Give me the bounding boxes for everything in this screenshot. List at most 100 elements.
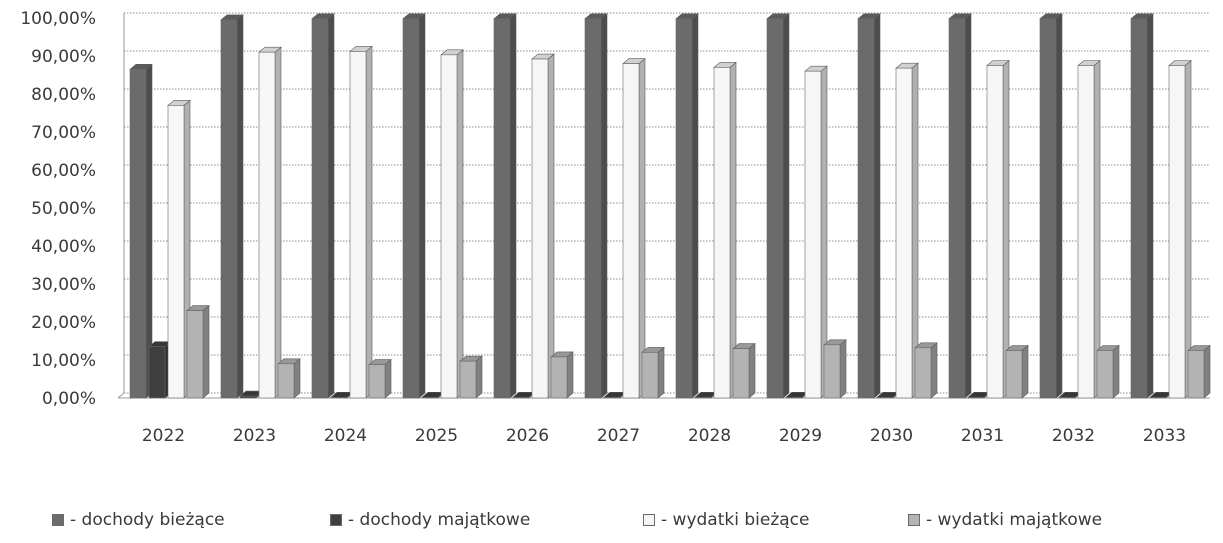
y-tick-label: 20,00% [31, 313, 96, 333]
y-tick-label: 50,00% [31, 199, 96, 219]
bar-front-face [186, 310, 204, 399]
bar-side-face [930, 342, 938, 399]
bar-side-face [202, 304, 210, 399]
y-tick-label: 80,00% [31, 85, 96, 105]
bar-front-face [895, 67, 913, 399]
bar [493, 13, 517, 399]
bar [1130, 13, 1154, 399]
bar [550, 351, 574, 399]
x-tick-label: 2023 [233, 426, 276, 446]
bar-front-face [584, 18, 602, 399]
bar [823, 339, 847, 399]
bar-front-face [1130, 18, 1148, 399]
bar-side-face [509, 13, 517, 399]
bar-side-face [1203, 344, 1211, 399]
y-tick-label: 0,00% [42, 389, 96, 409]
bar [129, 63, 153, 399]
bar-side-face [638, 57, 646, 399]
x-tick-label: 2024 [324, 426, 367, 446]
bar [220, 14, 244, 399]
bar-front-face [785, 396, 803, 399]
bar-side-face [657, 346, 665, 399]
y-tick-label: 40,00% [31, 237, 96, 257]
bar-side-face [964, 13, 972, 399]
bar [186, 304, 210, 399]
bar-front-face [804, 70, 822, 399]
legend-swatch [330, 514, 342, 526]
bar-front-face [440, 54, 458, 399]
bar [914, 342, 938, 399]
bar-side-face [1184, 59, 1192, 399]
bar-chart: 0,00% 10,00% 20,00% 30,00% 40,00% 50,00% 60,00… [20, 9, 1211, 446]
y-tick-label: 70,00% [31, 123, 96, 143]
legend-label: - dochody bieżące [70, 510, 225, 530]
bar [1096, 344, 1120, 399]
bar-side-face [475, 355, 483, 399]
bar [167, 99, 191, 399]
bar-front-face [239, 395, 257, 399]
bar-side-face [1146, 13, 1154, 399]
x-tick-label: 2027 [597, 426, 640, 446]
bar [402, 13, 426, 399]
bar-front-face [459, 360, 477, 399]
bar-front-face [675, 18, 693, 399]
bar-front-face [914, 347, 932, 399]
bar-front-face [603, 396, 621, 399]
bar-side-face [418, 13, 426, 399]
bar [277, 358, 301, 399]
bar-side-face [327, 13, 335, 399]
bar-front-face [766, 18, 784, 399]
bar-side-face [1112, 344, 1120, 399]
bar [1187, 344, 1211, 399]
axis-depth-edge [117, 392, 125, 399]
legend-label: - wydatki majątkowe [926, 510, 1103, 530]
legend-label: - dochody majątkowe [348, 510, 531, 530]
x-tick-label: 2032 [1052, 426, 1095, 446]
bar-front-face [421, 396, 439, 399]
bar-front-face [1096, 350, 1114, 399]
bar-front-face [330, 396, 348, 399]
legend-swatch [643, 514, 655, 526]
y-tick-label: 90,00% [31, 47, 96, 67]
bar-front-face [258, 51, 276, 399]
bar [311, 13, 335, 399]
x-tick-label: 2030 [870, 426, 913, 446]
bar-side-face [274, 46, 282, 399]
bar [732, 342, 756, 399]
bar-side-face [566, 351, 574, 399]
x-tick-label: 2029 [779, 426, 822, 446]
x-tick-label: 2028 [688, 426, 731, 446]
x-tick-label: 2025 [415, 426, 458, 446]
bar-front-face [713, 67, 731, 399]
y-tick-label: 100,00% [20, 9, 96, 29]
y-tick-label: 10,00% [31, 351, 96, 371]
bar-side-face [839, 339, 847, 399]
bar-side-face [782, 13, 790, 399]
bar [584, 13, 608, 399]
bar [857, 13, 881, 399]
bar [368, 358, 392, 399]
bar-side-face [236, 14, 244, 399]
bar-front-face [311, 18, 329, 399]
bar-side-face [1002, 59, 1010, 399]
bar-front-face [368, 364, 386, 399]
bar [948, 13, 972, 399]
bar-front-face [857, 18, 875, 399]
bar-front-face [732, 348, 750, 399]
bar-front-face [823, 344, 841, 399]
bar-side-face [1055, 13, 1063, 399]
bar-front-face [1005, 350, 1023, 399]
bar [675, 13, 699, 399]
bar-side-face [600, 13, 608, 399]
bar [641, 346, 665, 399]
bar-front-face [167, 105, 185, 399]
bar-front-face [550, 356, 568, 399]
bar [349, 45, 373, 399]
bar [148, 341, 172, 399]
bar-front-face [512, 396, 530, 399]
y-tick-label: 60,00% [31, 161, 96, 181]
bar-front-face [220, 19, 238, 399]
legend-swatch [52, 514, 64, 526]
bar-front-face [948, 18, 966, 399]
bar-side-face [365, 45, 373, 399]
